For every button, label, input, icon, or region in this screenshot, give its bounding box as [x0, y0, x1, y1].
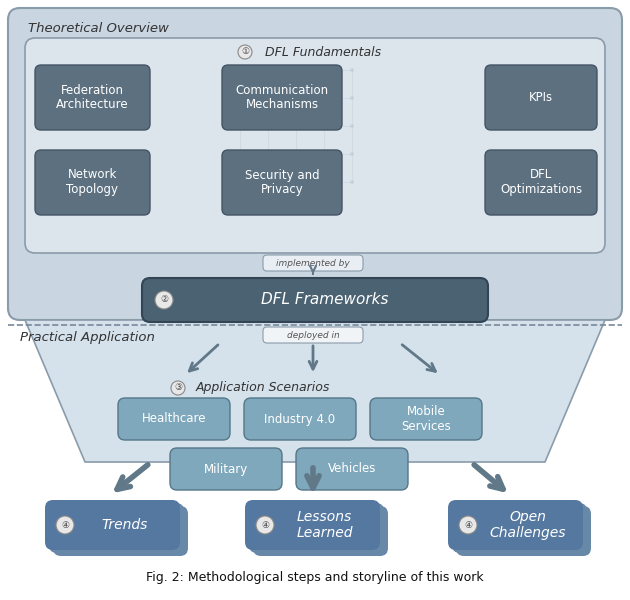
- Circle shape: [322, 124, 326, 128]
- FancyBboxPatch shape: [249, 503, 384, 553]
- Text: ④: ④: [464, 520, 472, 529]
- Text: implemented by: implemented by: [276, 259, 350, 268]
- Text: Network
Topology: Network Topology: [67, 169, 118, 196]
- Circle shape: [256, 516, 274, 534]
- Text: ④: ④: [261, 520, 269, 529]
- FancyBboxPatch shape: [370, 398, 482, 440]
- Circle shape: [322, 96, 326, 100]
- FancyBboxPatch shape: [452, 503, 587, 553]
- Circle shape: [322, 68, 326, 72]
- FancyBboxPatch shape: [53, 506, 188, 556]
- Text: DFL Frameworks: DFL Frameworks: [261, 292, 389, 307]
- Text: Industry 4.0: Industry 4.0: [265, 413, 336, 425]
- Circle shape: [266, 152, 270, 156]
- Text: DFL
Optimizations: DFL Optimizations: [500, 169, 582, 196]
- FancyBboxPatch shape: [263, 255, 363, 271]
- FancyBboxPatch shape: [8, 8, 622, 320]
- Text: KPIs: KPIs: [529, 91, 553, 104]
- Circle shape: [350, 68, 354, 72]
- Text: DFL Fundamentals: DFL Fundamentals: [265, 46, 381, 58]
- Text: Open
Challenges: Open Challenges: [490, 510, 566, 540]
- Text: ②: ②: [160, 295, 168, 304]
- FancyBboxPatch shape: [244, 398, 356, 440]
- Circle shape: [238, 68, 242, 72]
- FancyBboxPatch shape: [485, 150, 597, 215]
- Circle shape: [238, 180, 242, 184]
- Circle shape: [294, 180, 298, 184]
- FancyBboxPatch shape: [296, 448, 408, 490]
- FancyBboxPatch shape: [170, 448, 282, 490]
- Text: deployed in: deployed in: [287, 331, 340, 340]
- Text: Security and
Privacy: Security and Privacy: [244, 169, 319, 196]
- Circle shape: [238, 124, 242, 128]
- Circle shape: [266, 96, 270, 100]
- FancyBboxPatch shape: [25, 38, 605, 253]
- FancyBboxPatch shape: [49, 503, 184, 553]
- FancyBboxPatch shape: [456, 506, 591, 556]
- FancyBboxPatch shape: [35, 65, 150, 130]
- Circle shape: [294, 152, 298, 156]
- Text: Healthcare: Healthcare: [142, 413, 206, 425]
- Circle shape: [238, 45, 252, 59]
- Polygon shape: [25, 320, 605, 462]
- Circle shape: [294, 68, 298, 72]
- Circle shape: [238, 152, 242, 156]
- FancyBboxPatch shape: [45, 500, 180, 550]
- Text: Practical Application: Practical Application: [20, 331, 155, 343]
- Circle shape: [294, 96, 298, 100]
- FancyBboxPatch shape: [253, 506, 388, 556]
- Circle shape: [459, 516, 477, 534]
- Circle shape: [350, 96, 354, 100]
- Text: Military: Military: [204, 463, 248, 475]
- Text: ④: ④: [61, 520, 69, 529]
- FancyBboxPatch shape: [485, 65, 597, 130]
- Text: Vehicles: Vehicles: [328, 463, 376, 475]
- Circle shape: [322, 180, 326, 184]
- Text: Federation
Architecture: Federation Architecture: [56, 83, 129, 112]
- FancyBboxPatch shape: [35, 150, 150, 215]
- FancyBboxPatch shape: [142, 278, 488, 322]
- Text: Fig. 2: Methodological steps and storyline of this work: Fig. 2: Methodological steps and storyli…: [146, 571, 484, 584]
- Text: Mobile
Services: Mobile Services: [401, 405, 451, 433]
- Text: Lessons
Learned: Lessons Learned: [296, 510, 353, 540]
- FancyBboxPatch shape: [118, 398, 230, 440]
- Circle shape: [155, 291, 173, 309]
- Circle shape: [266, 124, 270, 128]
- Text: Theoretical Overview: Theoretical Overview: [28, 22, 169, 35]
- FancyBboxPatch shape: [222, 65, 342, 130]
- Circle shape: [350, 124, 354, 128]
- Circle shape: [350, 152, 354, 156]
- Text: Trends: Trends: [101, 518, 147, 532]
- Circle shape: [56, 516, 74, 534]
- Circle shape: [322, 152, 326, 156]
- FancyBboxPatch shape: [263, 327, 363, 343]
- Circle shape: [266, 68, 270, 72]
- Circle shape: [171, 381, 185, 395]
- Text: ③: ③: [174, 383, 182, 392]
- Circle shape: [266, 180, 270, 184]
- FancyBboxPatch shape: [448, 500, 583, 550]
- Text: Application Scenarios: Application Scenarios: [196, 382, 330, 395]
- Circle shape: [238, 96, 242, 100]
- Circle shape: [294, 124, 298, 128]
- Text: ①: ①: [241, 47, 249, 56]
- Text: Communication
Mechanisms: Communication Mechanisms: [236, 83, 329, 112]
- FancyBboxPatch shape: [222, 150, 342, 215]
- Circle shape: [350, 180, 354, 184]
- FancyBboxPatch shape: [245, 500, 380, 550]
